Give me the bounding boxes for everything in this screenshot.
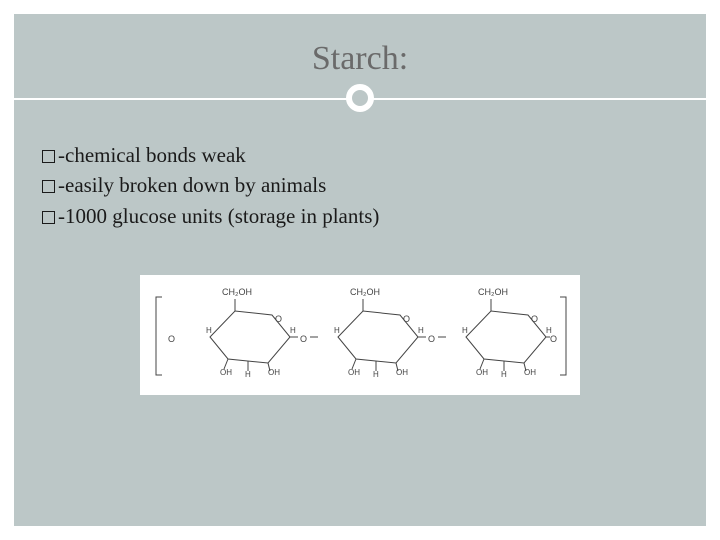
svg-text:H: H (462, 326, 468, 335)
svg-text:CH₂OH: CH₂OH (478, 287, 508, 297)
bullet-text: -easily broken down by animals (58, 170, 326, 200)
bullet-box-icon (42, 211, 55, 224)
svg-text:OH: OH (348, 368, 360, 377)
svg-text:O: O (275, 314, 282, 324)
bullet-box-icon (42, 150, 55, 163)
svg-text:H: H (245, 370, 251, 379)
svg-text:O: O (531, 314, 538, 324)
bullet-text: -1000 glucose units (storage in plants) (58, 201, 379, 231)
slide-body: Starch: -chemical bonds weak -easily bro… (14, 14, 706, 526)
content-area: -chemical bonds weak -easily broken down… (14, 130, 706, 395)
divider-circle-icon (346, 84, 374, 112)
svg-text:OH: OH (220, 368, 232, 377)
svg-text:O: O (550, 334, 557, 344)
title-divider (14, 84, 706, 112)
bullet-item: -chemical bonds weak (42, 140, 678, 170)
svg-text:CH₂OH: CH₂OH (350, 287, 380, 297)
bullet-item: -1000 glucose units (storage in plants) (42, 201, 678, 231)
bullet-text: -chemical bonds weak (58, 140, 246, 170)
svg-text:H: H (334, 326, 340, 335)
svg-text:O: O (428, 334, 435, 344)
slide-title: Starch: (14, 40, 706, 78)
bullet-item: -easily broken down by animals (42, 170, 678, 200)
svg-text:H: H (206, 326, 212, 335)
svg-text:O: O (403, 314, 410, 324)
svg-text:H: H (418, 326, 424, 335)
chemical-structure-diagram: O CH₂OH O H H OH H OH (140, 275, 580, 395)
svg-text:H: H (290, 326, 296, 335)
svg-text:O: O (300, 334, 307, 344)
svg-text:H: H (373, 370, 379, 379)
starch-chain-svg: O CH₂OH O H H OH H OH (140, 275, 580, 395)
bullet-box-icon (42, 180, 55, 193)
svg-text:H: H (501, 370, 507, 379)
title-area: Starch: (14, 14, 706, 130)
svg-text:CH₂OH: CH₂OH (222, 287, 252, 297)
svg-text:OH: OH (476, 368, 488, 377)
svg-text:O: O (168, 334, 175, 344)
